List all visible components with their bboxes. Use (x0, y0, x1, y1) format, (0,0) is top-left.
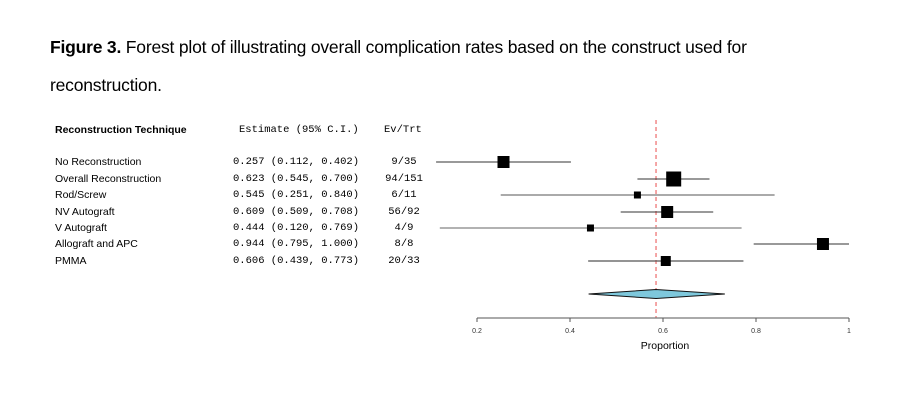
row-events: 56/92 (388, 206, 420, 218)
x-tick-label: 0.8 (751, 328, 761, 335)
row-events: 8/8 (394, 238, 414, 250)
row-label: No Reconstruction (55, 156, 142, 168)
figure-caption-line-1: Figure 3. Forest plot of illustrating ov… (50, 37, 747, 58)
row-estimate: 0.444 (0.120, 0.769) (233, 222, 360, 234)
estimate-marker (497, 156, 510, 168)
row-label: NV Autograft (55, 206, 115, 218)
row-events: 6/11 (391, 189, 417, 201)
estimate-marker (666, 171, 682, 187)
estimate-marker (660, 256, 671, 266)
row-label: Rod/Screw (55, 189, 107, 201)
figure-label: Figure 3. (50, 37, 122, 57)
row-estimate: 0.545 (0.251, 0.840) (233, 189, 360, 201)
x-tick-label: 0.4 (565, 328, 575, 335)
estimate-marker (661, 206, 674, 218)
row-estimate: 0.944 (0.795, 1.000) (233, 238, 360, 250)
figure-caption-line-2: reconstruction. (50, 75, 162, 95)
row-estimate: 0.606 (0.439, 0.773) (233, 255, 360, 267)
estimate-marker (633, 191, 641, 199)
estimate-column-header: Estimate (95% C.I.) (239, 124, 359, 136)
row-label: Allograft and APC (55, 238, 138, 250)
x-tick-label: 0.6 (658, 328, 668, 335)
summary-diamond (588, 288, 725, 300)
row-estimate: 0.623 (0.545, 0.700) (233, 173, 360, 185)
estimate-marker (816, 238, 829, 250)
caption-text: Forest plot of illustrating overall comp… (121, 37, 747, 57)
row-events: 20/33 (388, 255, 420, 267)
technique-column-header: Reconstruction Technique (55, 124, 187, 136)
row-label: Overall Reconstruction (55, 173, 162, 185)
row-estimate: 0.609 (0.509, 0.708) (233, 206, 360, 218)
row-events: 94/151 (385, 173, 423, 185)
row-label: V Autograft (55, 222, 107, 234)
events-column-header: Ev/Trt (384, 124, 422, 136)
estimate-marker (586, 224, 594, 232)
row-events: 9/35 (391, 156, 417, 168)
x-axis-title: Proportion (641, 340, 690, 352)
row-label: PMMA (55, 255, 87, 267)
x-tick-label: 1 (847, 328, 851, 335)
row-estimate: 0.257 (0.112, 0.402) (233, 156, 360, 168)
row-events: 4/9 (394, 222, 414, 234)
x-tick-label: 0.2 (472, 328, 482, 335)
